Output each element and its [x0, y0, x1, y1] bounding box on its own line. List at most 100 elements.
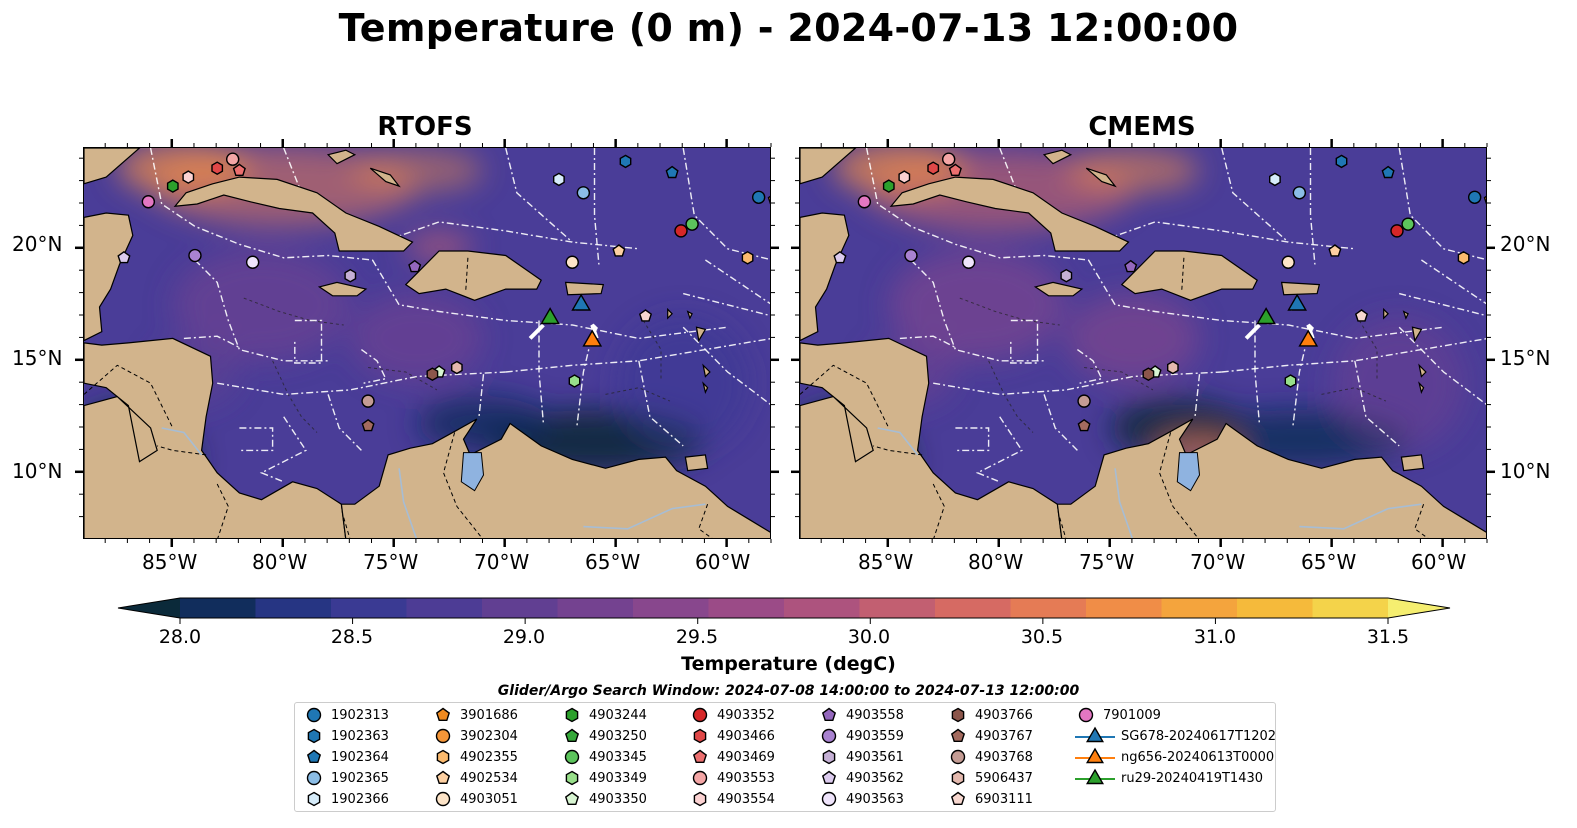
map-panel-rtofs[interactable]: [83, 147, 771, 539]
float-marker-4903469[interactable]: [948, 163, 962, 176]
float-marker-4903244[interactable]: [166, 179, 179, 193]
glider-marker-ng656-20240613T0000[interactable]: [582, 329, 603, 347]
float-marker-6903111[interactable]: [638, 309, 653, 322]
float-marker-4903345[interactable]: [685, 217, 699, 231]
float-marker-1902363[interactable]: [1335, 154, 1348, 169]
float-marker-4903554[interactable]: [182, 170, 195, 184]
float-marker-1902313[interactable]: [751, 190, 766, 204]
legend-marker-ru29-20240419T1430: [1075, 768, 1115, 785]
float-marker-4903051[interactable]: [1281, 255, 1295, 269]
legend-glyph[interactable]: [306, 770, 322, 786]
float-marker-1902365[interactable]: [576, 186, 591, 200]
legend-glyph[interactable]: [564, 749, 580, 765]
glider-marker-ru29-20240419T1430[interactable]: [540, 307, 560, 325]
float-marker-1902366[interactable]: [553, 172, 565, 187]
legend-glyph[interactable]: [692, 707, 708, 723]
float-marker-1902313[interactable]: [1467, 190, 1482, 204]
float-marker-3901686[interactable]: [1483, 194, 1488, 205]
glider-marker-ru29-20240419T1430[interactable]: [1256, 307, 1276, 325]
legend-glyph[interactable]: [435, 728, 451, 744]
legend-glyph[interactable]: [950, 749, 966, 765]
legend-glyph[interactable]: [951, 707, 965, 723]
legend-glyph[interactable]: [435, 791, 451, 807]
float-marker-4903561[interactable]: [1060, 268, 1073, 283]
legend-glyph[interactable]: [435, 707, 451, 722]
float-marker-4903345[interactable]: [1401, 217, 1415, 231]
legend-glyph[interactable]: [821, 770, 837, 785]
legend-glyph[interactable]: [693, 791, 707, 807]
legend-glyph[interactable]: [950, 791, 966, 806]
map-panel-cmems[interactable]: [799, 147, 1487, 539]
float-marker-1902364[interactable]: [1381, 165, 1395, 179]
legend-glyph[interactable]: [821, 791, 837, 807]
float-marker-7901009[interactable]: [857, 195, 872, 209]
legend-glyph[interactable]: [307, 791, 321, 807]
glider-marker-SG678-20240617T1202[interactable]: [1287, 293, 1308, 311]
float-marker-4903766[interactable]: [1142, 367, 1155, 382]
float-marker-4903352[interactable]: [1390, 224, 1404, 238]
legend-glyph[interactable]: [1085, 768, 1105, 785]
float-marker-1902365[interactable]: [1292, 186, 1307, 200]
glider-marker-ng656-20240613T0000[interactable]: [1298, 329, 1319, 347]
float-marker-6903111[interactable]: [1354, 309, 1369, 322]
float-marker-4903768[interactable]: [361, 394, 375, 408]
float-marker-4903562[interactable]: [117, 250, 131, 264]
legend-marker-1902313: [306, 707, 322, 723]
float-marker-4903554[interactable]: [898, 170, 911, 184]
float-marker-4903767[interactable]: [361, 418, 375, 432]
legend-glyph[interactable]: [565, 707, 579, 723]
float-marker-4902534[interactable]: [612, 244, 626, 257]
legend-glyph[interactable]: [565, 770, 579, 786]
float-marker-7901009[interactable]: [141, 195, 156, 209]
float-marker-3901686[interactable]: [767, 194, 772, 205]
float-marker-4903349[interactable]: [568, 374, 581, 388]
float-marker-1902363[interactable]: [619, 154, 632, 169]
legend-glyph[interactable]: [821, 728, 837, 744]
float-marker-4903563[interactable]: [961, 255, 976, 269]
glider-marker-SG678-20240617T1202[interactable]: [571, 293, 592, 311]
float-marker-4903466[interactable]: [927, 161, 940, 176]
float-marker-5906437[interactable]: [451, 360, 463, 375]
legend-glyph[interactable]: [306, 707, 322, 723]
float-marker-1902364[interactable]: [665, 165, 679, 179]
legend-glyph[interactable]: [693, 728, 707, 744]
float-marker-4902355[interactable]: [741, 250, 754, 265]
float-marker-4903558[interactable]: [408, 259, 422, 273]
float-marker-4903561[interactable]: [344, 268, 357, 283]
float-marker-4903352[interactable]: [674, 224, 688, 238]
legend-glyph[interactable]: [306, 749, 322, 764]
float-marker-4903469[interactable]: [232, 163, 246, 176]
legend-glyph[interactable]: [1078, 707, 1094, 723]
float-marker-4902534[interactable]: [1328, 244, 1342, 257]
legend-glyph[interactable]: [951, 770, 965, 786]
legend-glyph[interactable]: [435, 770, 451, 785]
float-marker-4903349[interactable]: [1284, 374, 1297, 388]
float-marker-4903553[interactable]: [941, 152, 956, 166]
float-marker-4903767[interactable]: [1077, 418, 1091, 432]
legend-glyph[interactable]: [564, 728, 580, 743]
float-marker-4903766[interactable]: [426, 367, 439, 382]
legend-glyph[interactable]: [436, 749, 450, 765]
float-marker-4903051[interactable]: [565, 255, 579, 269]
legend-glyph[interactable]: [821, 707, 837, 722]
legend-glyph[interactable]: [692, 749, 708, 764]
float-marker-1902366[interactable]: [1269, 172, 1281, 187]
legend-glyph[interactable]: [950, 728, 966, 743]
legend-glyph[interactable]: [692, 770, 708, 786]
float-marker-4903558[interactable]: [1124, 259, 1138, 273]
float-marker-4903768[interactable]: [1077, 394, 1091, 408]
float-marker-4903466[interactable]: [211, 161, 224, 176]
float-marker-4903559[interactable]: [188, 248, 202, 263]
legend-glyph[interactable]: [822, 749, 836, 765]
float-marker-4903559[interactable]: [904, 248, 918, 263]
legend-glyph[interactable]: [564, 791, 580, 806]
legend-glyph[interactable]: [1085, 726, 1105, 743]
float-marker-4903562[interactable]: [833, 250, 847, 264]
float-marker-4903563[interactable]: [245, 255, 260, 269]
float-marker-5906437[interactable]: [1167, 360, 1179, 375]
legend-glyph[interactable]: [307, 728, 321, 744]
legend-glyph[interactable]: [1085, 747, 1105, 764]
float-marker-4903553[interactable]: [225, 152, 240, 166]
float-marker-4903244[interactable]: [882, 179, 895, 193]
float-marker-4902355[interactable]: [1457, 250, 1470, 265]
